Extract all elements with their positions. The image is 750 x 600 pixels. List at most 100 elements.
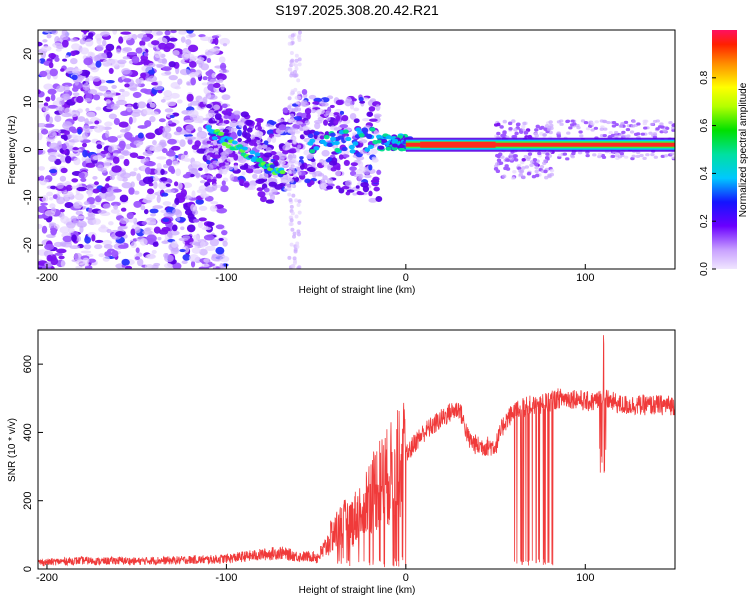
- spectral-blob: [522, 121, 527, 126]
- spectral-blob: [334, 170, 341, 177]
- colorbar: 0.0 0.2 0.4 0.6 0.8 Normalized spectral ampl…: [699, 30, 749, 276]
- spectral-blob: [153, 175, 159, 182]
- spectral-blob: [141, 36, 151, 42]
- spectral-blob: [77, 128, 82, 135]
- spectral-blob: [200, 240, 206, 248]
- spectral-blob: [180, 189, 188, 197]
- spectral-blob: [71, 234, 77, 243]
- spectral-blob: [177, 78, 183, 85]
- spectral-blob: [505, 158, 511, 162]
- carrier-band-core: [405, 142, 675, 147]
- spectral-blob: [48, 62, 54, 69]
- spectral-blob: [376, 139, 383, 144]
- spectral-blob: [164, 30, 171, 36]
- spectral-blob: [120, 31, 132, 35]
- spectral-blob: [143, 108, 154, 116]
- spectral-blob: [48, 222, 57, 226]
- spectral-blob: [170, 30, 177, 34]
- spectral-blob: [307, 133, 314, 139]
- spectral-blob: [131, 55, 140, 64]
- spectral-blob: [296, 266, 301, 269]
- spectral-blob: [668, 121, 673, 125]
- spectral-blob: [338, 187, 345, 194]
- spectral-blob: [153, 50, 162, 58]
- spectral-blob: [309, 149, 316, 154]
- spectral-blob: [290, 113, 295, 118]
- spectral-blob: [290, 211, 295, 216]
- spectral-blob: [83, 57, 93, 66]
- spectral-blob: [572, 122, 577, 126]
- spectral-blob: [249, 150, 256, 155]
- spectral-blob: [291, 61, 296, 66]
- spectral-blob: [527, 134, 532, 139]
- spectral-blob: [349, 166, 357, 172]
- spectral-blob: [317, 116, 324, 122]
- spectral-blob: [253, 142, 258, 147]
- spectral-blob: [84, 235, 91, 244]
- spectral-blob: [289, 126, 294, 131]
- spectral-blob: [289, 204, 294, 209]
- snr-ytick-label: 600: [22, 355, 34, 373]
- spectral-blob: [44, 262, 54, 267]
- spectral-blob: [292, 154, 297, 159]
- spectral-blob: [319, 135, 325, 140]
- spectral-blob: [149, 208, 159, 214]
- spectral-blob: [293, 116, 302, 121]
- spectral-blob: [350, 162, 358, 167]
- spectral-blob: [72, 147, 79, 151]
- spectral-blob: [54, 158, 62, 165]
- spectral-blob: [292, 170, 297, 175]
- spectral-blob: [88, 207, 93, 213]
- spectral-blob: [359, 100, 366, 104]
- spectral-blob: [167, 138, 177, 145]
- spectral-blob: [64, 54, 70, 58]
- spectral-blob: [77, 220, 87, 228]
- spectral-blob: [115, 99, 127, 106]
- spectral-blob: [241, 146, 248, 151]
- spectral-blob: [69, 38, 79, 42]
- spectral-blob: [597, 152, 603, 156]
- spectral-blob: [205, 91, 212, 100]
- spectral-blob: [198, 205, 208, 211]
- spectral-blob: [364, 174, 372, 179]
- spectral-blob: [105, 130, 110, 139]
- spectral-blob: [126, 104, 133, 113]
- spectral-blob: [176, 99, 183, 104]
- spectral-blob: [121, 68, 131, 75]
- spectral-blob: [186, 93, 194, 102]
- spectral-blob: [105, 79, 115, 84]
- spectral-blob: [290, 89, 295, 94]
- spectral-blob: [289, 130, 294, 135]
- spectral-blob: [580, 119, 586, 123]
- spectral-blob: [76, 235, 82, 242]
- spectral-blob: [511, 134, 516, 139]
- spectral-blob: [104, 193, 116, 202]
- spectral-blob: [147, 75, 158, 83]
- spectral-blob: [599, 127, 604, 131]
- spectral-blob: [199, 180, 206, 184]
- spectral-blob: [362, 169, 371, 175]
- spectral-blob: [190, 260, 196, 268]
- spectral-blob: [294, 58, 299, 63]
- spectral-blob: [152, 205, 164, 209]
- spectral-blob: [223, 119, 230, 125]
- spectral-blob: [137, 101, 147, 109]
- spectral-blob: [135, 247, 140, 254]
- spectral-blob: [110, 208, 120, 214]
- spectral-blob: [108, 113, 117, 120]
- spectral-blob: [149, 116, 156, 123]
- spectral-blob: [218, 237, 224, 241]
- spectral-blob: [151, 249, 157, 254]
- spectral-blob: [290, 33, 295, 38]
- spectral-blob: [358, 139, 368, 144]
- spectral-blob: [342, 129, 349, 134]
- spectral-blob: [375, 104, 381, 112]
- spectrogram-xtick-label: 0: [403, 272, 409, 284]
- spectral-blob: [156, 31, 164, 36]
- spectrogram-layer: [38, 30, 675, 269]
- spectral-blob: [223, 115, 230, 120]
- spectral-blob: [294, 95, 302, 101]
- spectral-blob: [659, 122, 664, 126]
